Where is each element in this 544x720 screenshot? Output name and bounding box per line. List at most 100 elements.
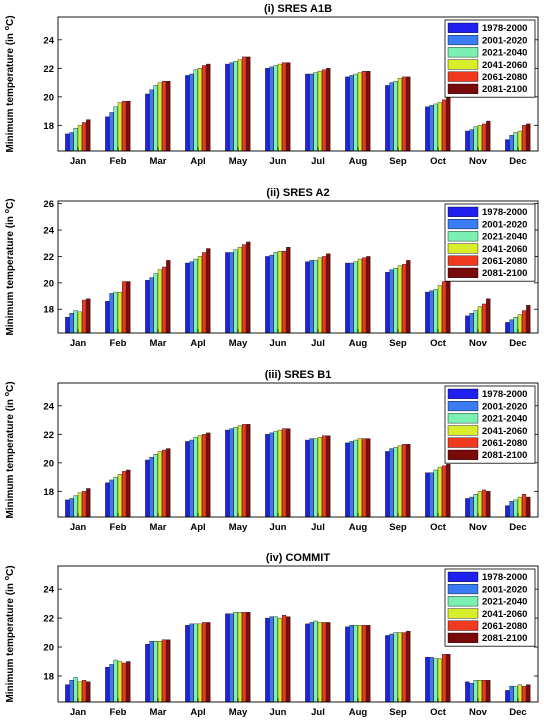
chart-panel-3: (iii) SRES B1 18 20 22 24 Jan Feb Mar Apl May Jun J… [4,369,539,533]
x-tick-label: Aug [349,338,368,349]
bar-2041-2060-May [237,247,242,334]
bar-1978-2000-Apl [185,75,190,152]
bar-1978-2000-Feb [105,301,110,334]
chart-title: (iii) SRES B1 [265,369,332,381]
bar-2021-2040-Aug [353,625,358,703]
bar-1978-2000-Oct [425,106,430,152]
bar-2061-2080-Sep [402,76,407,152]
bar-2001-2020-Feb [109,112,114,152]
x-tick-label: Jan [70,707,87,718]
x-tick-label: Feb [110,338,127,349]
bar-2001-2020-Apl [189,439,194,518]
bar-2041-2060-Dec [517,314,522,334]
bar-2061-2080-Jan [82,491,87,518]
bar-2041-2060-Jan [77,492,82,518]
legend-entry: 2041-2060 [482,244,527,255]
bar-2081-2100-Oct [446,654,451,703]
bar-2081-2100-Aug [366,70,371,152]
bar-1978-2000-Sep [385,272,390,334]
bar-2061-2080-Aug [362,625,367,703]
bar-2021-2040-Sep [393,268,398,334]
legend-entry: 2021-2040 [482,597,527,608]
bar-2081-2100-Sep [406,76,411,152]
bar-2081-2100-Dec [526,684,531,703]
bar-2041-2060-Nov [477,680,482,703]
bar-2081-2100-Feb [126,100,131,152]
bar-2061-2080-May [242,244,247,334]
x-tick-label: Jan [70,338,87,349]
bar-2061-2080-Jun [282,62,287,152]
bar-1978-2000-Jun [265,434,270,518]
legend-swatch [447,218,479,230]
bar-1978-2000-Mar [145,643,150,703]
bar-2081-2100-Feb [126,469,131,518]
bar-2041-2060-May [237,612,242,703]
chart-panel-2: (ii) SRES A2 18 20 22 24 26 Jan Feb Mar Apl May Jun… [4,187,539,349]
bar-2041-2060-Feb [117,474,122,518]
x-tick-label: Dec [509,522,526,533]
bar-2081-2100-Sep [406,630,411,703]
bar-2081-2100-Jul [326,622,331,703]
legend-swatch [447,449,479,460]
legend-entry: 2061-2080 [482,438,527,449]
x-tick-label: Aug [349,156,368,167]
bar-2021-2040-Dec [513,316,518,334]
bar-1978-2000-Dec [505,690,510,703]
bar-2081-2100-Jun [286,428,291,518]
bar-2041-2060-Feb [117,102,122,152]
bar-2061-2080-Mar [162,639,167,703]
bar-2061-2080-Dec [522,685,527,703]
bar-1978-2000-Oct [425,291,430,334]
chart-panel-1: (i) SRES A1B 18 20 22 24 Jan Feb Mar Apl May Jun Ju… [4,3,539,167]
bar-2001-2020-Jan [69,680,74,703]
legend-swatch [447,620,479,631]
legend-entry: 2041-2060 [482,60,527,71]
bar-2001-2020-Jan [69,313,74,334]
bar-2081-2100-Jan [86,681,91,703]
bar-2061-2080-Jan [82,122,87,152]
legend-swatch [447,83,479,94]
bar-2081-2100-Aug [366,256,371,334]
bar-2021-2040-Jan [73,677,78,703]
legend-swatch [447,206,479,217]
bar-2061-2080-Apl [202,65,207,152]
bar-2081-2100-Mar [166,448,171,518]
bar-1978-2000-Nov [465,130,470,152]
bar-2001-2020-Nov [469,683,474,703]
bar-2061-2080-Feb [122,281,127,334]
legend-swatch [447,413,479,424]
x-tick-label: Oct [430,522,447,533]
legend-entry: 2001-2020 [482,401,527,412]
bar-2001-2020-Aug [349,75,354,152]
bar-2021-2040-May [233,249,238,334]
bar-2001-2020-Jan [69,132,74,152]
bar-2061-2080-Oct [442,99,447,152]
y-tick-label: 18 [43,305,54,316]
bar-2081-2100-Apl [206,432,211,518]
x-tick-label: Sep [389,522,407,533]
bar-1978-2000-Aug [345,262,350,334]
bar-2041-2060-Dec [517,684,522,703]
bar-2081-2100-May [246,612,251,703]
bar-1978-2000-Aug [345,442,350,518]
bar-2021-2040-Nov [473,310,478,334]
bar-2041-2060-Mar [157,451,162,518]
x-tick-label: Jul [311,522,325,533]
bar-2041-2060-Oct [437,102,442,152]
bar-2001-2020-Oct [429,472,434,518]
bar-2021-2040-Dec [513,685,518,703]
bar-2021-2040-Apl [193,436,198,518]
legend-swatch [447,22,479,33]
bar-2021-2040-Feb [113,476,118,518]
bar-2061-2080-May [242,56,247,152]
bar-2061-2080-Jul [322,69,327,152]
x-tick-label: Sep [389,156,407,167]
legend-swatch [447,71,479,82]
plot-frame [57,565,539,703]
bar-2081-2100-May [246,56,251,152]
x-tick-label: Jun [270,156,287,167]
bar-2041-2060-Feb [117,661,122,703]
bar-2021-2040-Jan [73,128,78,152]
bar-2081-2100-May [246,424,251,518]
